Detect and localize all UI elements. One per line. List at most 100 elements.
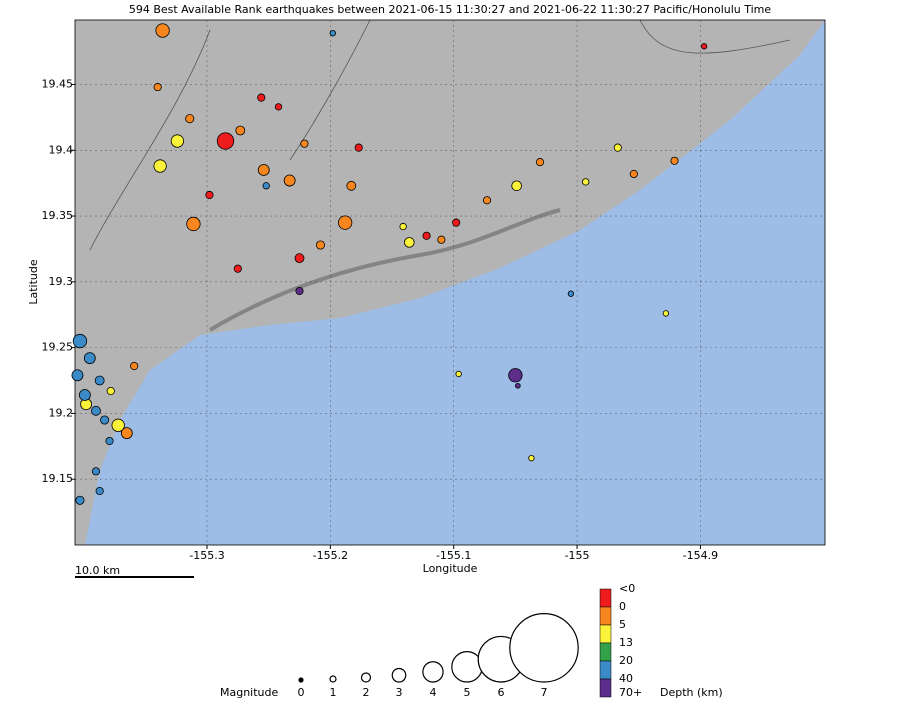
earthquake bbox=[106, 386, 115, 396]
earthquake bbox=[613, 143, 622, 152]
depth-color-swatch bbox=[599, 678, 612, 698]
depth-color-swatch bbox=[599, 606, 612, 626]
magnitude-legend-label: 3 bbox=[396, 686, 403, 699]
earthquake bbox=[670, 156, 679, 165]
earthquake bbox=[662, 310, 670, 317]
earthquake bbox=[482, 196, 492, 205]
earthquake bbox=[315, 240, 326, 250]
depth-color-swatch bbox=[599, 588, 612, 608]
rift-zone bbox=[208, 208, 561, 332]
scale-bar-label: 10.0 km bbox=[75, 564, 120, 577]
depth-legend-title: Depth (km) bbox=[660, 686, 723, 699]
earthquake bbox=[283, 174, 296, 187]
depth-legend-label: <0 bbox=[619, 582, 635, 595]
x-tick-label: -154.9 bbox=[683, 549, 718, 562]
y-tick-label: 19.15 bbox=[42, 472, 74, 485]
magnitude-legend-circle bbox=[422, 661, 444, 683]
depth-color-swatch bbox=[599, 624, 612, 644]
y-tick-label: 19.25 bbox=[42, 341, 74, 354]
x-tick-label: -155.2 bbox=[313, 549, 348, 562]
earthquake bbox=[274, 103, 283, 111]
earthquake bbox=[329, 29, 336, 37]
earthquake bbox=[153, 159, 167, 173]
earthquake bbox=[105, 436, 114, 446]
chart-title: 594 Best Available Rank earthquakes betw… bbox=[129, 3, 772, 16]
earthquake bbox=[354, 143, 363, 152]
earthquake bbox=[337, 215, 353, 230]
earthquake bbox=[452, 218, 461, 227]
earthquake bbox=[262, 182, 270, 190]
x-axis-label: Longitude bbox=[423, 562, 478, 575]
earthquake bbox=[71, 369, 84, 382]
earthquake bbox=[130, 361, 139, 371]
earthquake bbox=[511, 180, 522, 192]
earthquake bbox=[83, 352, 96, 365]
magnitude-legend-label: 1 bbox=[330, 686, 337, 699]
earthquake bbox=[95, 486, 104, 496]
earthquake bbox=[582, 178, 590, 186]
magnitude-legend-circle bbox=[509, 613, 579, 683]
earthquake bbox=[437, 235, 446, 244]
earthquake bbox=[295, 286, 304, 296]
earthquake bbox=[404, 237, 415, 248]
earthquake bbox=[567, 290, 575, 297]
magnitude-legend-label: 7 bbox=[541, 686, 548, 699]
earthquake bbox=[72, 333, 88, 349]
earthquake bbox=[155, 23, 170, 38]
earthquake bbox=[205, 190, 214, 200]
x-tick-label: -155.1 bbox=[436, 549, 471, 562]
earthquake bbox=[508, 368, 523, 383]
magnitude-legend-circle bbox=[451, 651, 483, 683]
magnitude-legend-circle bbox=[298, 677, 304, 683]
y-axis-label: Latitude bbox=[27, 259, 40, 305]
y-tick-label: 19.3 bbox=[49, 275, 74, 288]
earthquake bbox=[235, 125, 246, 136]
earthquake bbox=[100, 415, 110, 425]
earthquake bbox=[629, 169, 638, 179]
earthquake bbox=[257, 164, 270, 176]
y-tick-label: 19.2 bbox=[49, 406, 74, 419]
earthquake bbox=[294, 253, 305, 264]
earthquake bbox=[185, 114, 195, 124]
earthquake bbox=[346, 180, 357, 191]
earthquake bbox=[422, 231, 431, 240]
earthquake bbox=[455, 370, 462, 378]
earthquake bbox=[700, 43, 708, 50]
depth-legend-label: 40 bbox=[619, 672, 633, 685]
depth-legend-label: 5 bbox=[619, 618, 626, 631]
depth-legend-label: 70+ bbox=[619, 686, 642, 699]
x-tick-label: -155.3 bbox=[189, 549, 224, 562]
earthquake bbox=[186, 216, 201, 232]
depth-legend-label: 13 bbox=[619, 636, 633, 649]
magnitude-legend-label: 4 bbox=[430, 686, 437, 699]
depth-legend-label: 20 bbox=[619, 654, 633, 667]
earthquake bbox=[257, 93, 266, 102]
earthquake bbox=[94, 375, 105, 386]
magnitude-legend-label: 2 bbox=[363, 686, 370, 699]
earthquake bbox=[75, 495, 85, 505]
earthquake bbox=[216, 132, 235, 150]
y-tick-label: 19.35 bbox=[42, 209, 74, 222]
magnitude-legend-circle bbox=[360, 672, 372, 683]
depth-legend-label: 0 bbox=[619, 600, 626, 613]
ocean bbox=[85, 20, 825, 545]
y-tick-label: 19.4 bbox=[49, 143, 74, 156]
earthquake bbox=[78, 389, 91, 401]
fault-line bbox=[89, 19, 791, 251]
earthquake bbox=[300, 139, 309, 148]
earthquake bbox=[233, 264, 242, 273]
magnitude-legend-circle bbox=[329, 675, 337, 683]
earthquake bbox=[91, 467, 101, 476]
depth-color-swatch bbox=[599, 660, 612, 680]
earthquake bbox=[120, 427, 133, 440]
earthquake bbox=[399, 222, 407, 231]
earthquake bbox=[535, 158, 545, 167]
depth-color-swatch bbox=[599, 642, 612, 662]
magnitude-legend-label: 5 bbox=[464, 686, 471, 699]
magnitude-legend-label: 0 bbox=[298, 686, 305, 699]
magnitude-legend-title: Magnitude bbox=[220, 686, 279, 699]
earthquake bbox=[91, 405, 101, 416]
earthquake bbox=[528, 454, 535, 462]
x-tick-label: -155 bbox=[565, 549, 590, 562]
